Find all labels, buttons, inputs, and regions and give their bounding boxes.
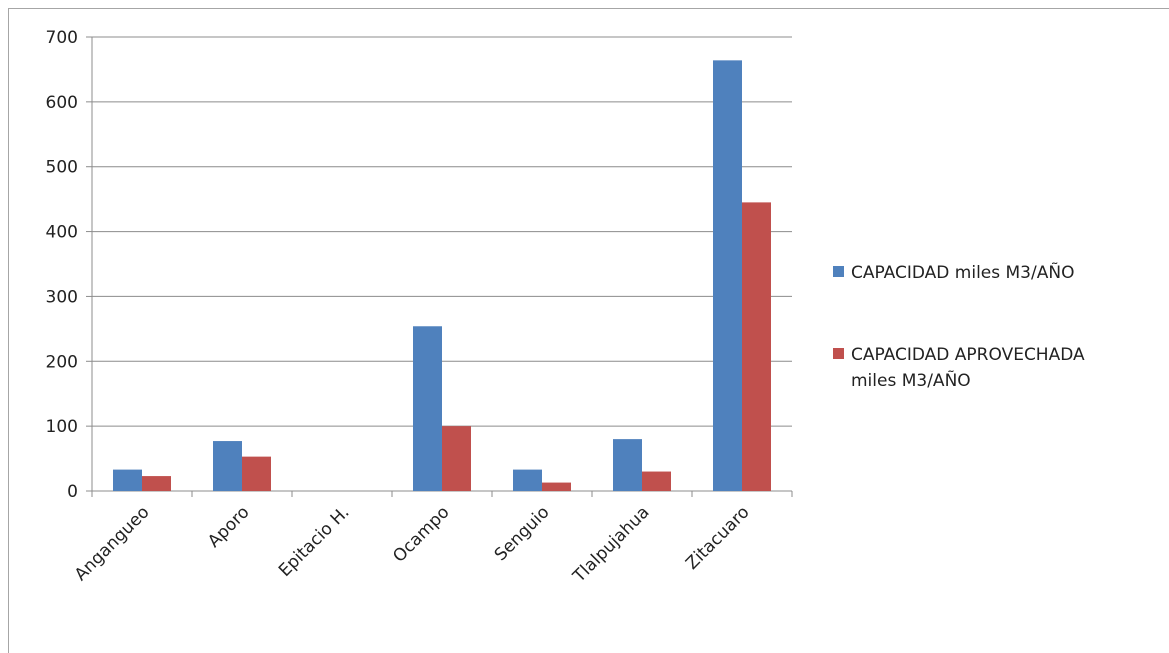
bar-aprovechada <box>142 476 171 491</box>
y-tick-label: 600 <box>46 93 78 113</box>
bar-capacidad <box>113 469 142 491</box>
bar-aprovechada <box>442 426 471 491</box>
x-tick-label: Tlalpujahua <box>569 502 654 587</box>
y-tick-label: 200 <box>46 352 78 372</box>
legend-label: CAPACIDAD APROVECHADA <box>851 345 1085 365</box>
x-tick-label: Senguio <box>491 502 554 565</box>
x-tick-label: Angangueo <box>71 502 154 585</box>
x-tick-label: Aporo <box>204 502 253 551</box>
chart-frame <box>8 8 1169 653</box>
bar-capacidad <box>413 326 442 491</box>
bar-aprovechada <box>542 482 571 491</box>
legend-swatch <box>833 266 844 277</box>
bar-capacidad <box>613 439 642 491</box>
legend-swatch <box>833 348 844 359</box>
bar-capacidad <box>213 441 242 491</box>
y-tick-label: 100 <box>46 417 78 437</box>
x-tick-label: Epitacio H. <box>275 502 354 581</box>
y-tick-label: 300 <box>46 287 78 307</box>
bar-aprovechada <box>642 471 671 491</box>
bar-capacidad <box>713 60 742 491</box>
y-tick-label: 700 <box>46 28 78 48</box>
y-tick-label: 400 <box>46 223 78 243</box>
y-tick-label: 500 <box>46 158 78 178</box>
legend-label: miles M3/AÑO <box>851 369 971 391</box>
legend-label: CAPACIDAD miles M3/AÑO <box>851 261 1074 283</box>
x-tick-label: Ocampo <box>389 502 453 566</box>
bar-capacidad <box>513 469 542 491</box>
bar-aprovechada <box>742 202 771 491</box>
y-tick-label: 0 <box>67 482 78 502</box>
x-tick-label: Zitacuaro <box>682 502 753 573</box>
bar-aprovechada <box>242 456 271 491</box>
